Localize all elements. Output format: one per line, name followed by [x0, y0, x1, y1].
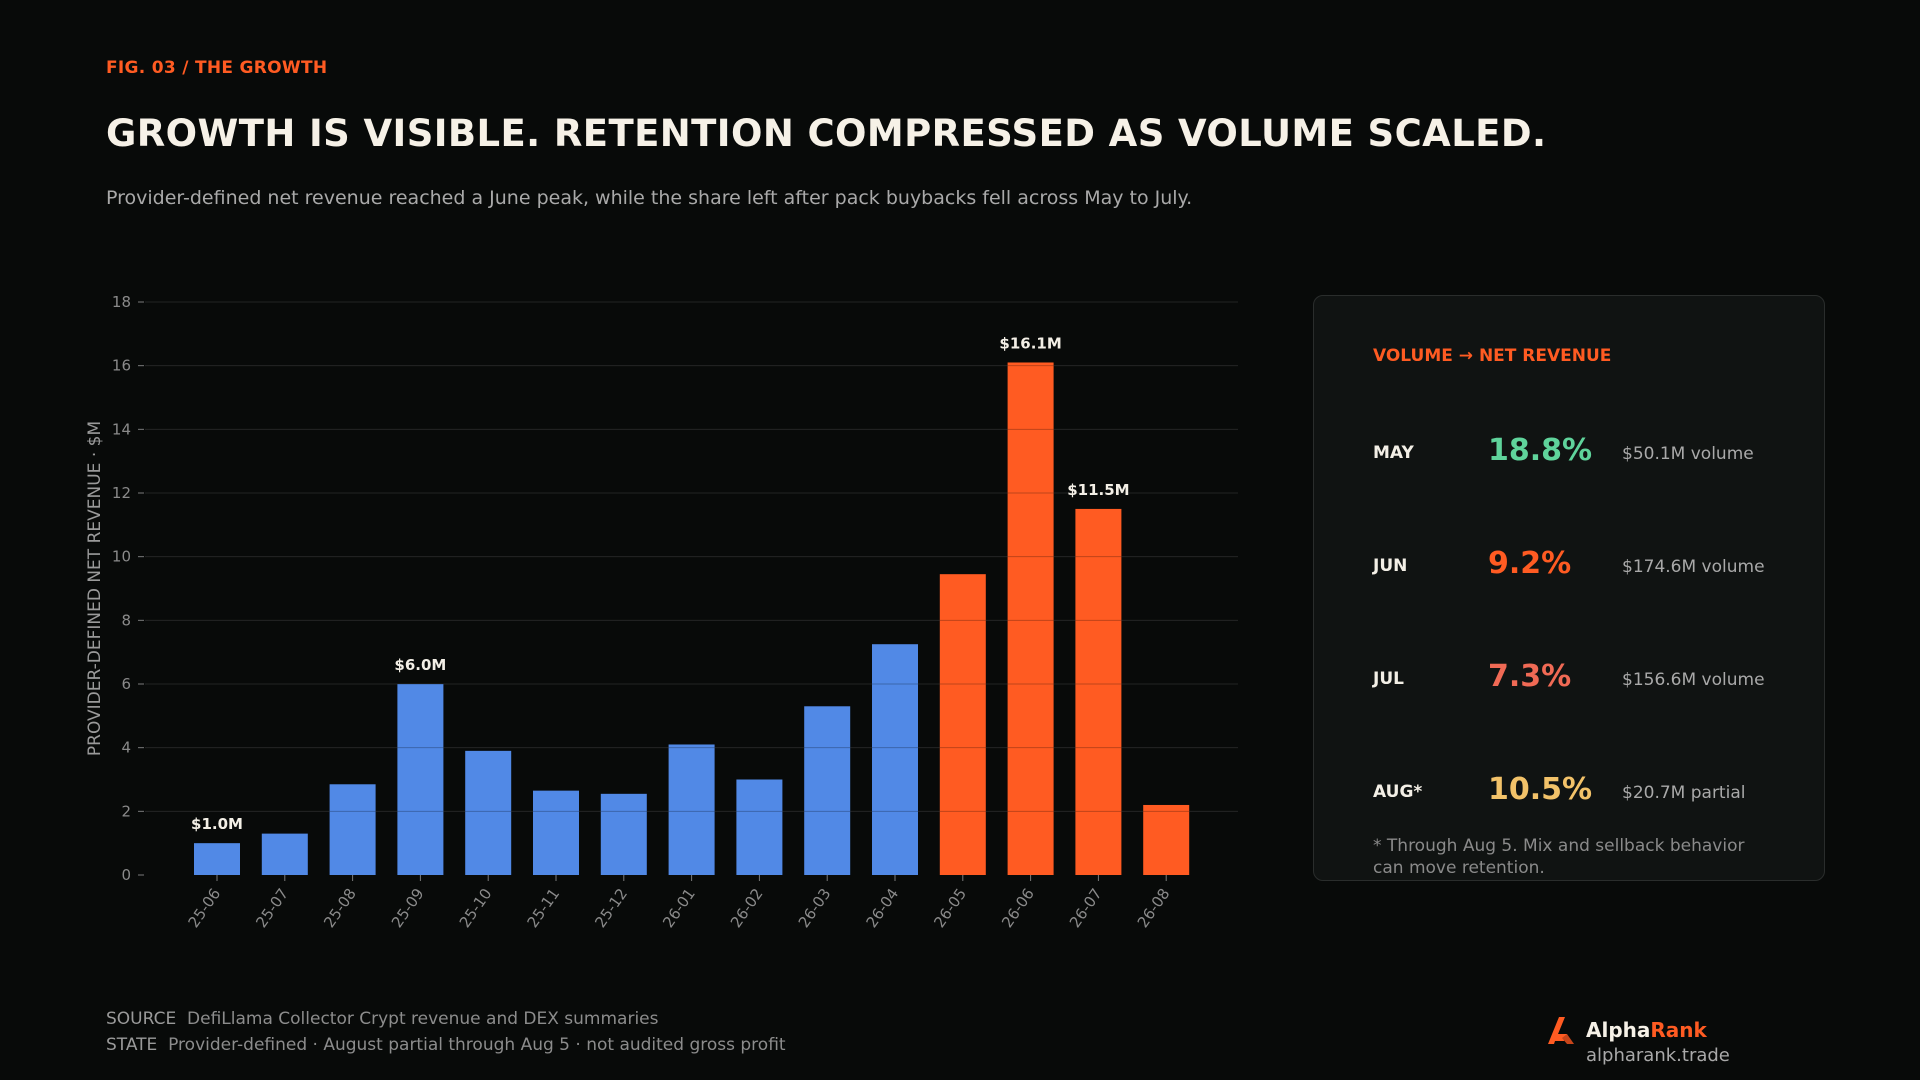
source-text: DefiLlama Collector Crypt revenue and DE…	[187, 1009, 659, 1029]
y-tick-label: 0	[121, 866, 131, 884]
data-label: $6.0M	[394, 656, 446, 674]
y-tick-label: 8	[121, 611, 131, 629]
alpharank-logo-icon	[1548, 1017, 1574, 1044]
brand-name-part1: Alpha	[1586, 1018, 1651, 1042]
y-tick-label: 6	[121, 675, 131, 693]
state-text: Provider-defined · August partial throug…	[168, 1035, 786, 1055]
x-tick-label: 26-01	[659, 885, 699, 931]
page-title: GROWTH IS VISIBLE. RETENTION COMPRESSED …	[106, 112, 1547, 155]
page-subtitle: Provider-defined net revenue reached a J…	[106, 187, 1193, 209]
retention-volume: $50.1M volume	[1622, 444, 1754, 464]
footer-source: SOURCE DefiLlama Collector Crypt revenue…	[106, 1009, 659, 1029]
retention-percent: 10.5%	[1488, 772, 1593, 807]
bar	[804, 706, 851, 875]
bar	[465, 750, 512, 875]
bar	[1007, 362, 1054, 875]
bar	[397, 684, 444, 875]
y-tick-label: 12	[112, 484, 131, 502]
bar	[939, 574, 986, 875]
data-label: $1.0M	[191, 815, 243, 833]
y-tick-label: 18	[112, 293, 131, 311]
retention-month: AUG*	[1373, 782, 1423, 802]
x-tick-label: 25-10	[456, 885, 496, 931]
retention-volume: $174.6M volume	[1622, 557, 1765, 577]
y-tick-label: 14	[112, 420, 131, 438]
footer-state: STATE Provider-defined · August partial …	[106, 1035, 786, 1055]
retention-row-jun: JUN 9.2% $174.6M volume	[1373, 546, 1793, 586]
retention-percent: 7.3%	[1488, 659, 1572, 694]
retention-month: JUL	[1373, 669, 1404, 689]
bar	[736, 779, 783, 875]
bar	[872, 644, 918, 875]
bar	[261, 833, 308, 875]
data-label: $11.5M	[1067, 481, 1129, 499]
x-tick-label: 26-05	[930, 885, 970, 931]
x-tick-label: 26-06	[998, 885, 1038, 931]
x-tick-label: 25-12	[591, 885, 631, 931]
bar	[668, 744, 715, 875]
x-tick-label: 25-06	[185, 885, 225, 931]
x-tick-label: 25-07	[252, 885, 292, 931]
retention-percent: 9.2%	[1488, 546, 1572, 581]
retention-panel: VOLUME → NET REVENUE MAY 18.8% $50.1M vo…	[1313, 295, 1825, 881]
retention-month: MAY	[1373, 443, 1414, 463]
x-tick-label: 26-03	[795, 885, 835, 931]
source-label: SOURCE	[106, 1009, 177, 1029]
revenue-bar-chart: 0 2 4 6 8 10 12 14 16 18 25-06 25-07 25-08 25-09 25-10…	[85, 293, 1238, 931]
bar	[194, 843, 240, 875]
retention-percent: 18.8%	[1488, 433, 1593, 468]
brand-url: alpharank.trade	[1586, 1045, 1730, 1066]
brand-name: AlphaRank	[1586, 1018, 1707, 1042]
x-tick-label: 25-11	[524, 885, 564, 931]
x-tick-label: 26-04	[863, 885, 903, 931]
bar	[1075, 508, 1122, 875]
brand-block: AlphaRank alpharank.trade	[1545, 1014, 1745, 1074]
y-tick-label: 10	[112, 548, 131, 566]
bar	[533, 790, 579, 875]
x-tick-label: 26-02	[727, 885, 767, 931]
x-tick-label: 25-09	[388, 885, 428, 931]
x-tick-label: 26-07	[1066, 885, 1106, 931]
brand-name-part2: Rank	[1650, 1018, 1707, 1042]
retention-row-may: MAY 18.8% $50.1M volume	[1373, 433, 1793, 473]
figure-eyebrow: FIG. 03 / THE GROWTH	[106, 58, 328, 78]
panel-footnote: * Through Aug 5. Mix and sellback behavi…	[1373, 836, 1745, 878]
bar	[600, 793, 647, 875]
panel-title: VOLUME → NET REVENUE	[1373, 346, 1612, 366]
bar	[329, 784, 376, 875]
y-tick-label: 4	[121, 739, 131, 757]
y-tick-label: 16	[112, 357, 131, 375]
retention-row-aug: AUG* 10.5% $20.7M partial	[1373, 772, 1793, 812]
retention-month: JUN	[1373, 556, 1408, 576]
state-label: STATE	[106, 1035, 158, 1055]
x-tick-label: 26-08	[1134, 885, 1174, 931]
y-tick-label: 2	[121, 802, 131, 820]
retention-volume: $156.6M volume	[1622, 670, 1765, 690]
retention-row-jul: JUL 7.3% $156.6M volume	[1373, 659, 1793, 699]
data-label: $16.1M	[999, 334, 1061, 352]
bar	[1143, 804, 1190, 875]
x-tick-label: 25-08	[320, 885, 360, 931]
y-axis-label: PROVIDER-DEFINED NET REVENUE · $M	[85, 421, 105, 756]
retention-volume: $20.7M partial	[1622, 783, 1746, 803]
